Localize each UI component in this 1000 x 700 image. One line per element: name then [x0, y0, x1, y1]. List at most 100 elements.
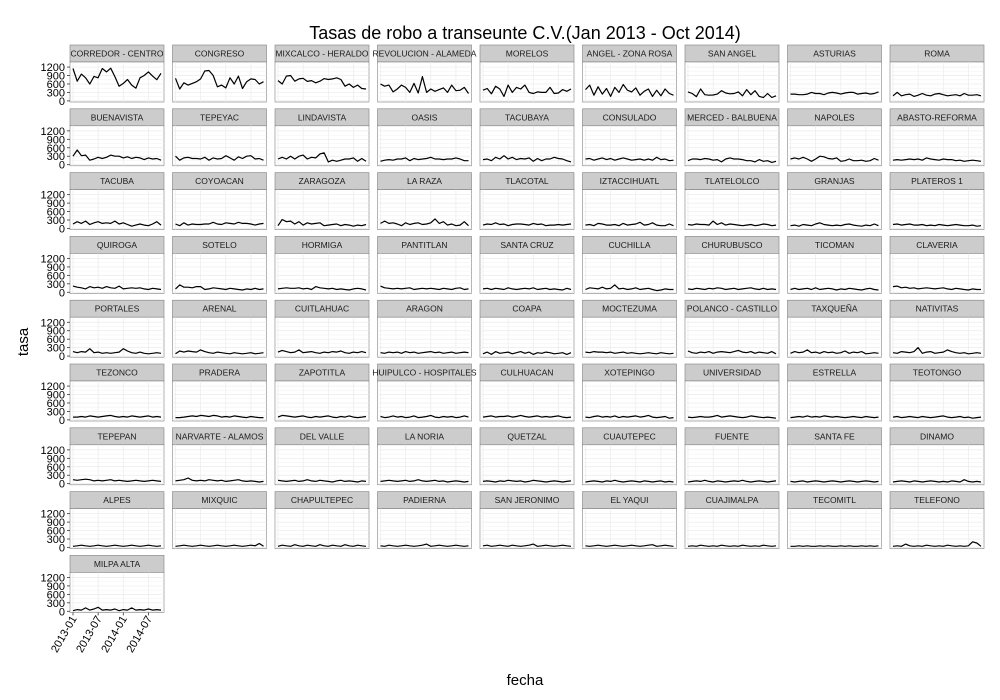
- facet-panel-background: [274, 61, 370, 103]
- facet-panel: REVOLUCION - ALAMEDA: [373, 44, 477, 103]
- facet-panel-background: [69, 316, 165, 358]
- facet-strip-label: ARAGON: [406, 304, 443, 314]
- series-line: [380, 479, 469, 483]
- series-line: [585, 351, 674, 355]
- facet-panel: SAN ANGEL: [684, 44, 780, 103]
- facet-panel: EL YAQUI: [582, 491, 677, 549]
- series-line: [72, 606, 162, 612]
- facet-panel-background: [377, 508, 472, 549]
- facet-panel: CONSULADO: [582, 108, 677, 167]
- series-line: [790, 415, 879, 419]
- series-line: [380, 351, 469, 354]
- facet-panel: LA NORIA: [377, 427, 472, 486]
- y-tick-label: 900: [47, 134, 65, 146]
- facet-strip-label: DINAMO: [920, 431, 954, 441]
- facet-panel: POLANCO - CASTILLO: [684, 299, 780, 358]
- facet-panel: PRADERA: [172, 363, 267, 422]
- facet-panel: HORMIGA: [274, 236, 370, 294]
- series-line: [175, 349, 264, 355]
- y-tick-label: 1200: [41, 190, 65, 202]
- facet-strip-label: SOTELO: [202, 240, 237, 250]
- y-tick-label: 1200: [41, 126, 65, 138]
- y-tick-label: 300: [47, 215, 65, 227]
- facet-strip-label: COYOACAN: [195, 176, 244, 186]
- series-line: [72, 478, 162, 482]
- facet-strip-label: MERCED - BALBUENA: [687, 112, 777, 122]
- facet-strip-label: GRANJAS: [814, 176, 854, 186]
- series-line: [380, 156, 469, 162]
- facet-panel-background: [889, 444, 985, 486]
- facet-panel-background: [479, 61, 575, 103]
- series-line: [72, 348, 162, 355]
- facet-strip-label: TEZONCO: [96, 368, 138, 378]
- y-tick-label: 600: [47, 462, 65, 474]
- series-line: [174, 69, 264, 90]
- series-line: [175, 542, 264, 547]
- facet-panel: COAPA: [479, 299, 575, 358]
- facet-strip-label: CULHUACAN: [501, 368, 554, 378]
- series-line: [790, 222, 879, 227]
- y-tick-label: 0: [59, 287, 65, 299]
- facet-panel: NAPOLES: [787, 108, 882, 167]
- facet-panel-background: [787, 380, 882, 422]
- facet-panel-background: [582, 61, 677, 103]
- facet-panel-background: [582, 508, 677, 549]
- facet-strip-label: TLATELOLCO: [705, 176, 760, 186]
- series-line: [892, 91, 982, 98]
- series-line: [585, 479, 674, 483]
- facet-panel-background: [172, 125, 267, 167]
- series-line: [585, 221, 674, 227]
- facet-panel: PLATEROS 1: [889, 172, 985, 230]
- facet-panel: PADIERNA: [377, 491, 472, 549]
- series-line: [277, 544, 367, 547]
- series-line: [72, 67, 162, 89]
- y-tick-label: 0: [59, 479, 65, 491]
- y-tick-label: 600: [47, 334, 65, 346]
- series-line: [585, 284, 674, 292]
- facet-panel: IZTACCIHUATL: [582, 172, 677, 230]
- facet-panel: SAN JERONIMO: [479, 491, 575, 549]
- facet-strip-label: TEPEYAC: [200, 112, 239, 122]
- facet-panel: TLACOTAL: [479, 172, 575, 230]
- facet-panel-background: [889, 61, 985, 103]
- facet-panel-background: [274, 253, 370, 294]
- facet-panel: PANTITLAN: [377, 236, 472, 294]
- y-tick-label: 900: [47, 517, 65, 529]
- y-tick-label: 900: [47, 581, 65, 593]
- facet-panel: NARVARTE - ALAMOS: [172, 427, 267, 486]
- series-line: [687, 157, 777, 163]
- facet-panel: HUIPULCO - HOSPITALES: [372, 363, 477, 422]
- y-tick-label: 900: [47, 326, 65, 338]
- series-line: [892, 285, 981, 291]
- facet-panel: DINAMO: [889, 427, 985, 486]
- facet-strip-label: CLAVERIA: [916, 240, 958, 250]
- facet-strip-label: QUIROGA: [97, 240, 137, 250]
- facet-strip-label: CORREDOR - CENTRO: [70, 49, 163, 59]
- y-tick-label: 600: [47, 79, 65, 91]
- y-tick-label: 600: [47, 270, 65, 282]
- facet-panel-background: [889, 316, 985, 358]
- series-line: [277, 479, 367, 483]
- facet-panel: MIXCALCO - HERALDO: [274, 44, 370, 103]
- facet-strip-label: UNIVERSIDAD: [703, 368, 761, 378]
- series-line: [277, 414, 367, 419]
- series-line: [482, 155, 572, 163]
- y-tick-label: 1200: [41, 62, 65, 74]
- facet-panel-background: [274, 380, 370, 422]
- facet-strip-label: MIXQUIC: [201, 495, 237, 505]
- series-line: [790, 91, 879, 96]
- y-tick-label: 900: [47, 198, 65, 210]
- facet-strip-label: TACUBAYA: [505, 112, 549, 122]
- series-line: [380, 75, 469, 94]
- y-tick-label: 600: [47, 143, 65, 155]
- facet-strip-label: MORELOS: [506, 49, 549, 59]
- y-tick-label: 0: [59, 542, 65, 554]
- facet-strip-label: OASIS: [412, 112, 438, 122]
- facet-panel: TICOMAN: [787, 236, 882, 294]
